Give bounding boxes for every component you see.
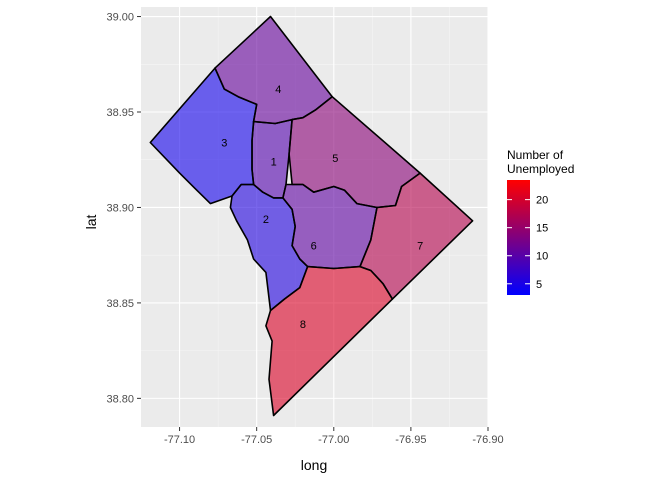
- legend-title-line-1: Number of: [507, 148, 564, 162]
- x-axis-title: long: [301, 457, 327, 473]
- legend: Number of Unemployed 5 10 15 20: [507, 148, 574, 295]
- y-tick-label: 38.85: [106, 298, 134, 310]
- ward-label-5: 5: [332, 153, 338, 165]
- ward-regions: [149, 15, 474, 417]
- y-tick-label: 38.90: [106, 202, 134, 214]
- ward-label-1: 1: [271, 157, 277, 169]
- ward-label-4: 4: [275, 84, 281, 96]
- ward-labels: 1 2 3 4 5 6 7 8: [221, 84, 423, 331]
- x-axis: -77.10 -77.05 -77.00 -76.95 -76.90: [164, 427, 504, 446]
- y-tick-label: 38.95: [106, 107, 134, 119]
- x-tick-label: -76.95: [395, 434, 426, 446]
- y-tick-label: 38.80: [106, 393, 134, 405]
- ward-label-7: 7: [417, 241, 423, 253]
- legend-tick-label: 20: [536, 195, 548, 207]
- ward-label-6: 6: [311, 241, 317, 253]
- legend-colorbar: [507, 180, 530, 295]
- ward-region-8: [265, 265, 394, 417]
- y-axis-title: lat: [83, 215, 99, 230]
- ward-label-8: 8: [300, 319, 306, 331]
- x-tick-label: -77.05: [241, 434, 272, 446]
- legend-tick-label: 15: [536, 223, 548, 235]
- y-axis: 38.80 38.85 38.90 38.95 39.00: [106, 12, 141, 405]
- legend-ticks: 5 10 15 20: [507, 195, 548, 291]
- ward-label-3: 3: [221, 138, 227, 150]
- legend-title-line-2: Unemployed: [507, 162, 574, 176]
- x-tick-label: -77.00: [318, 434, 349, 446]
- ward-region-4: [214, 15, 334, 125]
- legend-tick-label: 5: [536, 279, 542, 291]
- x-tick-label: -76.90: [472, 434, 503, 446]
- ward-label-2: 2: [263, 214, 269, 226]
- y-tick-label: 39.00: [106, 12, 134, 24]
- legend-tick-label: 10: [536, 251, 548, 263]
- x-tick-label: -77.10: [164, 434, 195, 446]
